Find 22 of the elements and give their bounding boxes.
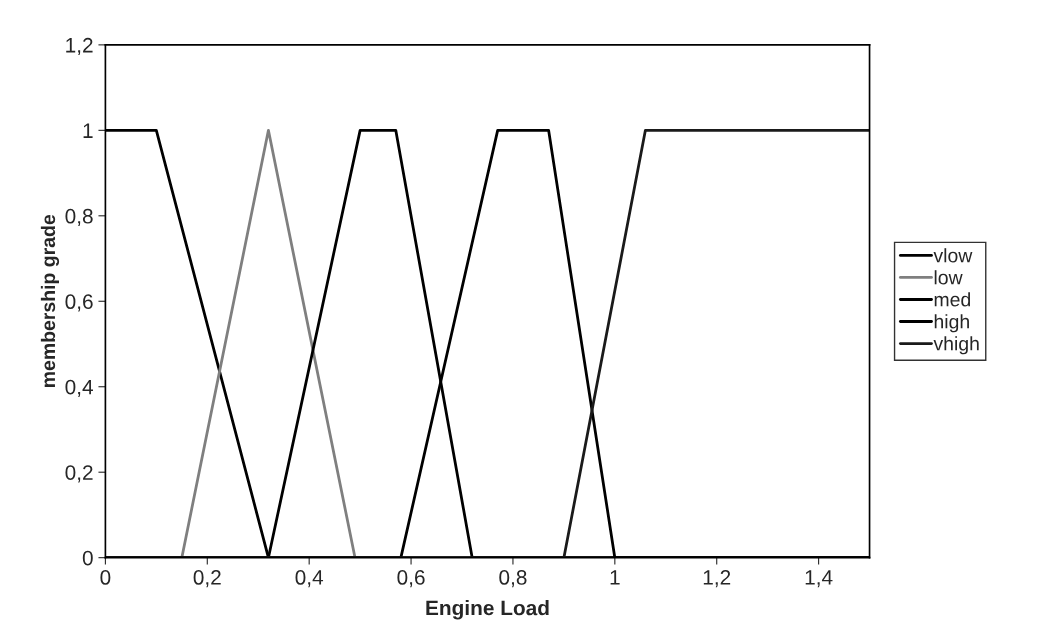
x-tick-label: 0,6 xyxy=(397,570,425,588)
legend-label: high xyxy=(934,314,969,333)
y-tick-label: 1 xyxy=(83,123,93,138)
x-tick-label: 0,8 xyxy=(499,570,527,588)
x-tick-label: 1 xyxy=(610,570,620,585)
x-tick-label: 0,4 xyxy=(295,570,324,588)
x-tick-label: 1,2 xyxy=(703,570,731,588)
y-tick-label: 0,2 xyxy=(65,465,93,483)
y-tick-label: 0,4 xyxy=(65,379,93,397)
x-tick-label: 0,2 xyxy=(193,570,221,588)
y-tick-label: 1,2 xyxy=(66,37,93,56)
y-axis-title: membership grade xyxy=(40,214,60,387)
legend-label: vhigh xyxy=(933,336,979,355)
legend-label: vlow xyxy=(933,248,973,263)
legend-label: med xyxy=(934,292,971,307)
legend-label: low xyxy=(934,270,963,285)
x-tick-label: 0 xyxy=(100,570,111,585)
y-tick-label: 0 xyxy=(82,550,93,566)
x-axis-title: Engine Load xyxy=(426,600,549,620)
y-tick-label: 0,8 xyxy=(65,208,93,227)
y-tick-label: 0,6 xyxy=(65,294,93,312)
x-tick-label: 1,4 xyxy=(805,570,833,588)
